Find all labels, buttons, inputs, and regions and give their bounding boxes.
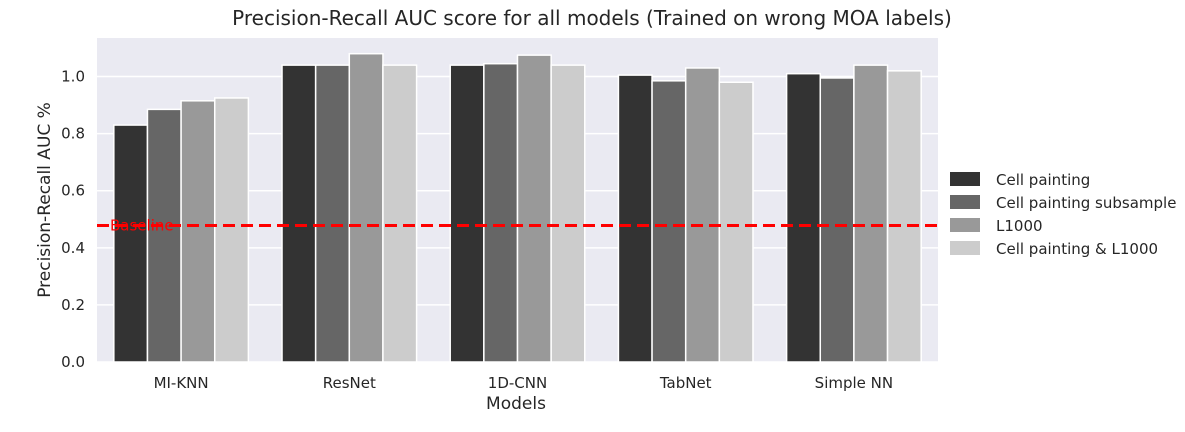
legend-label: Cell painting [996,171,1090,189]
legend-label: Cell painting & L1000 [996,240,1158,258]
chart-title: Precision-Recall AUC score for all model… [232,6,952,30]
bar [617,74,653,363]
bar [314,64,351,363]
x-axis-label: Models [486,394,546,414]
bar [146,108,182,363]
legend-swatch [950,241,980,255]
bar [449,64,485,363]
x-tick-label: ResNet [323,374,376,392]
bar [516,54,552,363]
y-tick-label: 0.4 [61,239,85,257]
bar [483,62,519,363]
bar [785,72,822,363]
baseline-group: Baseline [97,217,938,235]
y-tick-label: 1.0 [61,68,85,86]
legend-swatch [950,218,980,232]
bar [886,70,922,363]
bars-group [113,52,922,363]
legend: Cell painting Cell painting subsample L100… [950,171,1176,258]
legend-swatch [950,172,980,186]
y-tick-label: 0.2 [61,296,85,314]
y-axis-label: Precision-Recall AUC % [35,102,55,298]
bar [684,67,721,363]
bar [213,97,250,363]
legend-label: L1000 [996,217,1043,235]
x-axis-ticks: MI-KNN ResNet 1D-CNN TabNet Simple NN [154,374,894,392]
bar [180,100,216,363]
legend-label: Cell painting subsample [996,194,1176,212]
bar [651,80,687,363]
bar [382,64,418,363]
legend-swatch [950,195,980,209]
bar [113,124,149,363]
bar [819,77,855,363]
y-axis-ticks: 0.0 0.2 0.4 0.6 0.8 1.0 [61,68,85,371]
baseline-label: Baseline [110,217,174,235]
bar [281,64,317,363]
y-tick-label: 0.8 [61,125,85,143]
bar [853,64,889,363]
bar [718,81,754,363]
bar [348,52,384,363]
x-tick-label: MI-KNN [154,374,209,392]
x-tick-label: TabNet [659,374,712,392]
x-tick-label: 1D-CNN [488,374,547,392]
x-tick-label: Simple NN [815,374,893,392]
y-tick-label: 0.6 [61,182,85,200]
y-tick-label: 0.0 [61,353,85,371]
bar [550,64,586,363]
